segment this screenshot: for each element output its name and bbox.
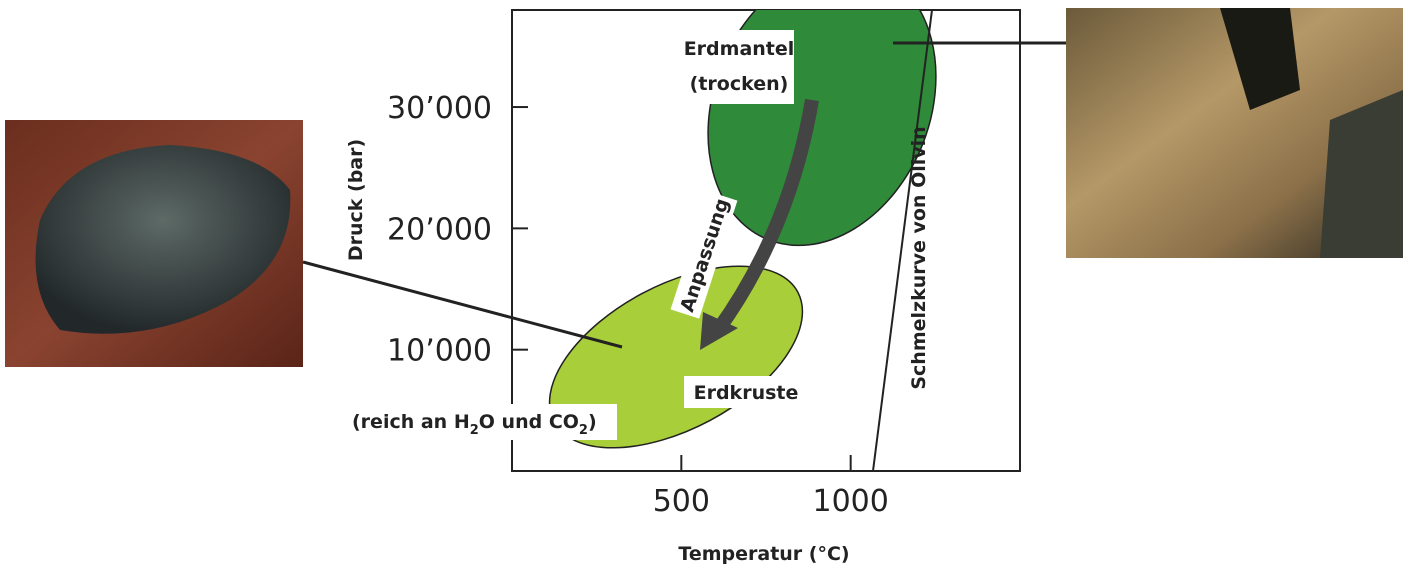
crust-region (520, 229, 831, 486)
crust-note-part: ) (588, 411, 597, 433)
crust-label: Erdkruste (694, 382, 799, 404)
crust-note-sub: 2 (579, 423, 588, 438)
mantle-label: (trocken) (690, 73, 789, 95)
x-tick-label: 1000 (812, 484, 888, 519)
y-tick-label: 30’000 (387, 91, 492, 126)
mantle-label: Erdmantel (684, 38, 795, 60)
photo-right (1066, 8, 1403, 258)
y-axis-label: Druck (bar) (345, 139, 367, 261)
diagram: Erdmantel (trocken) Anpassung Erdkruste … (0, 0, 1408, 572)
crust-note-part: O und CO (479, 411, 579, 433)
x-tick-label: 500 (653, 484, 710, 519)
crust-note-sub: 2 (470, 423, 479, 438)
photo-left (5, 120, 303, 367)
x-axis-label: Temperatur (°C) (678, 543, 849, 565)
curve-label: Schmelzkurve von Olivin (908, 126, 930, 389)
crust-note-part: (reich an H (352, 411, 470, 433)
y-tick-label: 10’000 (387, 334, 492, 369)
y-tick-label: 20’000 (387, 212, 492, 247)
